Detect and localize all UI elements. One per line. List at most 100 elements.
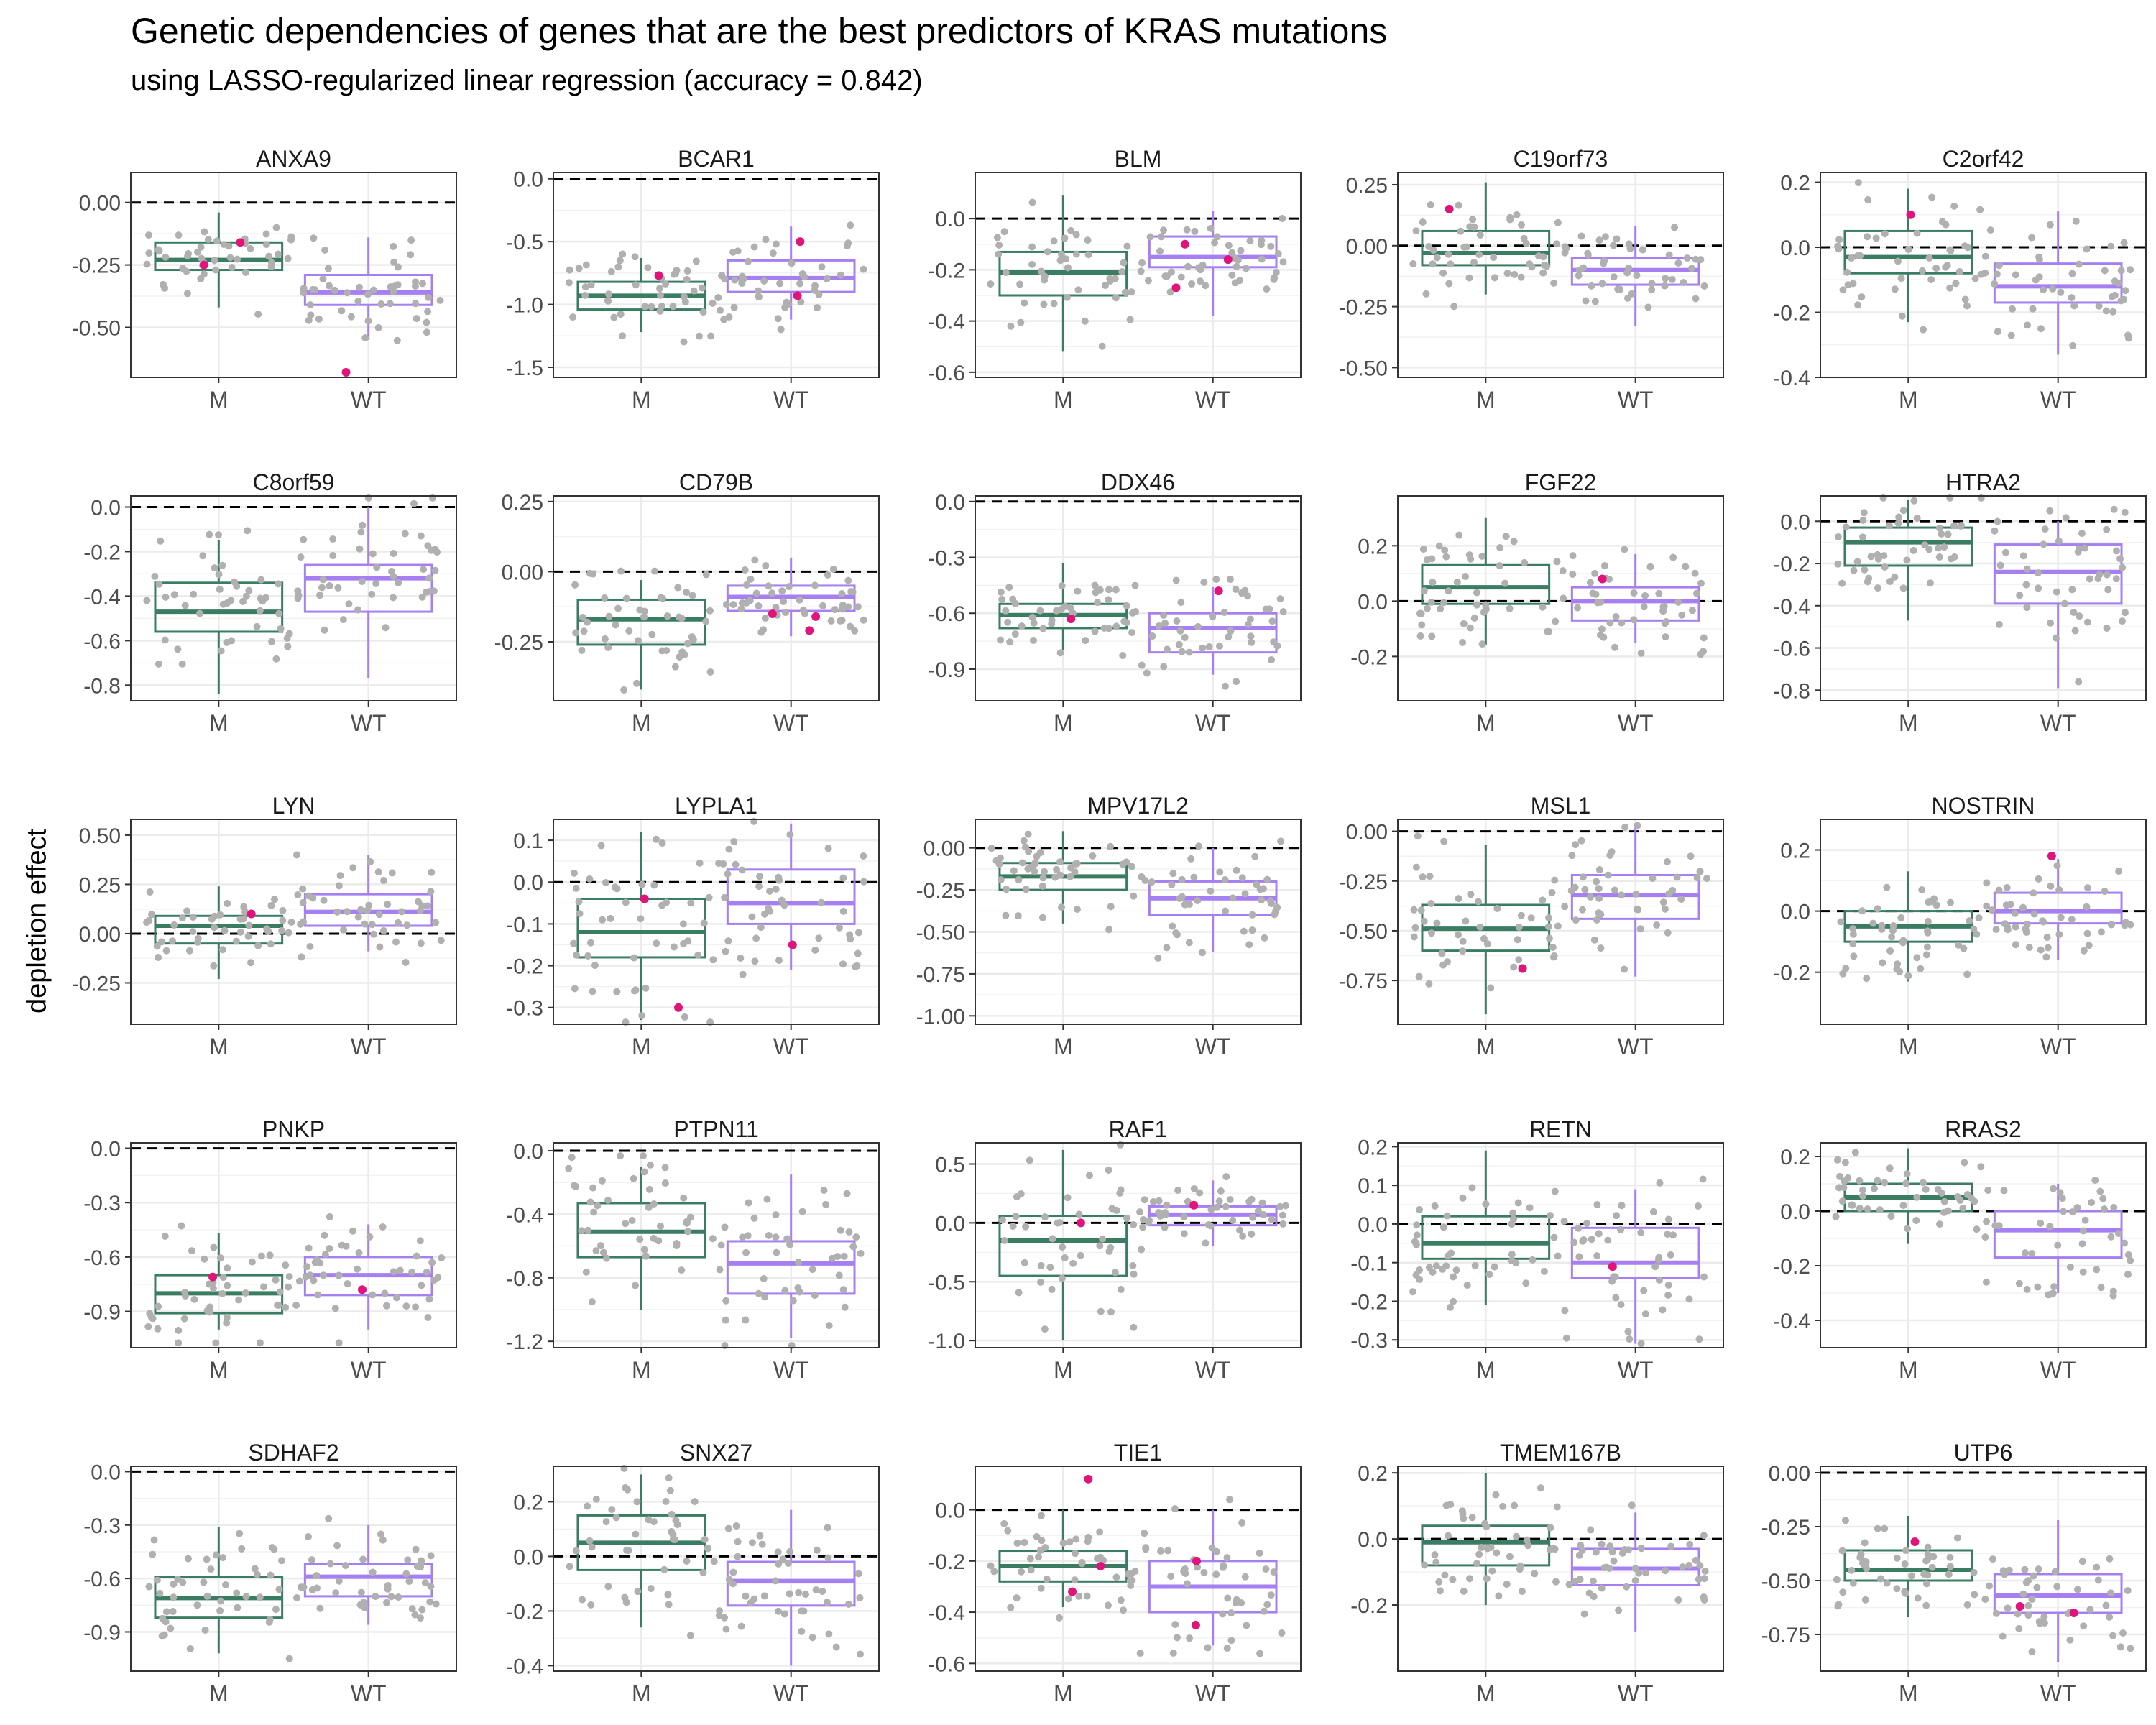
- data-point: [1181, 901, 1189, 908]
- data-point: [1419, 218, 1427, 226]
- data-point: [589, 570, 597, 578]
- data-point: [167, 1624, 175, 1632]
- points-wt: [715, 817, 867, 978]
- x-tick-label: WT: [351, 710, 387, 736]
- data-point: [742, 1248, 750, 1256]
- data-point: [369, 550, 377, 558]
- box-m: [1409, 1150, 1562, 1311]
- data-point: [1925, 546, 1933, 553]
- data-point: [1641, 592, 1649, 599]
- data-point: [1697, 579, 1705, 587]
- box-wt: [1983, 852, 2134, 961]
- data-point: [724, 937, 732, 945]
- data-point: [1662, 1567, 1669, 1575]
- data-point: [605, 612, 613, 620]
- y-tick-label: -0.25: [916, 879, 965, 903]
- data-point: [364, 317, 372, 325]
- y-tick-label: -1.00: [916, 1005, 965, 1029]
- data-point: [1517, 273, 1525, 281]
- data-point: [1022, 1223, 1030, 1230]
- data-point: [1072, 860, 1079, 868]
- data-point: [2068, 1208, 2076, 1216]
- x-tick-label: WT: [351, 1034, 387, 1059]
- data-point: [1130, 1323, 1138, 1331]
- data-point: [1524, 1542, 1532, 1550]
- data-point: [1984, 1186, 1992, 1194]
- y-tick-label: -0.3: [506, 997, 543, 1021]
- data-point: [668, 1527, 676, 1535]
- data-point: [162, 1608, 170, 1616]
- data-point: [1550, 279, 1558, 287]
- data-point: [1839, 1588, 1847, 1596]
- data-point: [1130, 1270, 1138, 1278]
- data-point: [1970, 1568, 1978, 1576]
- data-point: [1138, 259, 1146, 267]
- data-point: [775, 873, 783, 881]
- data-point: [224, 599, 231, 607]
- data-point: [1600, 562, 1608, 570]
- data-point: [2127, 1644, 2134, 1652]
- data-point: [1120, 259, 1128, 267]
- data-point: [1552, 1578, 1560, 1586]
- data-point: [1447, 1303, 1455, 1311]
- data-point: [1922, 951, 1930, 959]
- x-tick-label: M: [1054, 710, 1073, 736]
- data-point: [1148, 632, 1156, 640]
- data-point: [732, 860, 740, 868]
- data-point: [729, 1580, 737, 1588]
- data-point: [1278, 1629, 1286, 1637]
- data-point: [2016, 592, 2024, 599]
- data-point: [1654, 1256, 1662, 1264]
- data-point: [1910, 497, 1918, 505]
- data-point: [413, 1562, 421, 1570]
- data-point: [1105, 926, 1113, 934]
- y-tick-label: 0.0: [1780, 901, 1810, 924]
- y-tick-label: -0.50: [1761, 1570, 1810, 1593]
- panel-background: [553, 819, 879, 1024]
- data-point: [428, 546, 436, 554]
- data-point: [1695, 1335, 1703, 1343]
- data-point: [775, 1607, 783, 1615]
- data-point: [2113, 547, 2121, 555]
- data-point: [2079, 1227, 2087, 1235]
- data-point: [843, 1190, 851, 1197]
- data-point: [218, 1289, 226, 1297]
- data-point: [1169, 922, 1176, 930]
- data-point: [1703, 875, 1711, 883]
- data-point: [640, 1152, 648, 1160]
- highlight-point: [793, 291, 802, 300]
- data-point: [1531, 1570, 1539, 1578]
- data-point: [1450, 1273, 1457, 1281]
- data-point: [1565, 1581, 1573, 1588]
- data-point: [196, 610, 204, 617]
- data-point: [2040, 540, 2047, 548]
- data-point: [1439, 1223, 1447, 1231]
- data-point: [633, 1498, 641, 1506]
- x-tick-label: WT: [773, 710, 809, 736]
- data-point: [834, 1253, 842, 1261]
- data-point: [1438, 1265, 1446, 1273]
- data-point: [1938, 530, 1945, 538]
- data-point: [1427, 201, 1434, 209]
- data-point: [1680, 279, 1687, 287]
- data-point: [1554, 218, 1562, 226]
- x-tick-label: WT: [351, 1680, 387, 1706]
- data-point: [1837, 918, 1845, 926]
- x-tick-label: M: [209, 1680, 229, 1706]
- data-point: [1839, 286, 1847, 294]
- data-point: [1241, 1573, 1249, 1581]
- data-point: [244, 932, 252, 940]
- panel-background: [553, 1143, 879, 1348]
- data-point: [1238, 1598, 1245, 1606]
- data-point: [1651, 1263, 1659, 1271]
- data-point: [408, 1605, 416, 1613]
- data-point: [1561, 903, 1569, 911]
- panel-border: [130, 819, 457, 1025]
- panel-border: [1397, 1142, 1724, 1348]
- data-point: [1692, 589, 1700, 597]
- data-point: [349, 864, 357, 872]
- data-point: [686, 1632, 694, 1639]
- data-point: [1699, 1175, 1707, 1183]
- data-point: [1273, 903, 1281, 911]
